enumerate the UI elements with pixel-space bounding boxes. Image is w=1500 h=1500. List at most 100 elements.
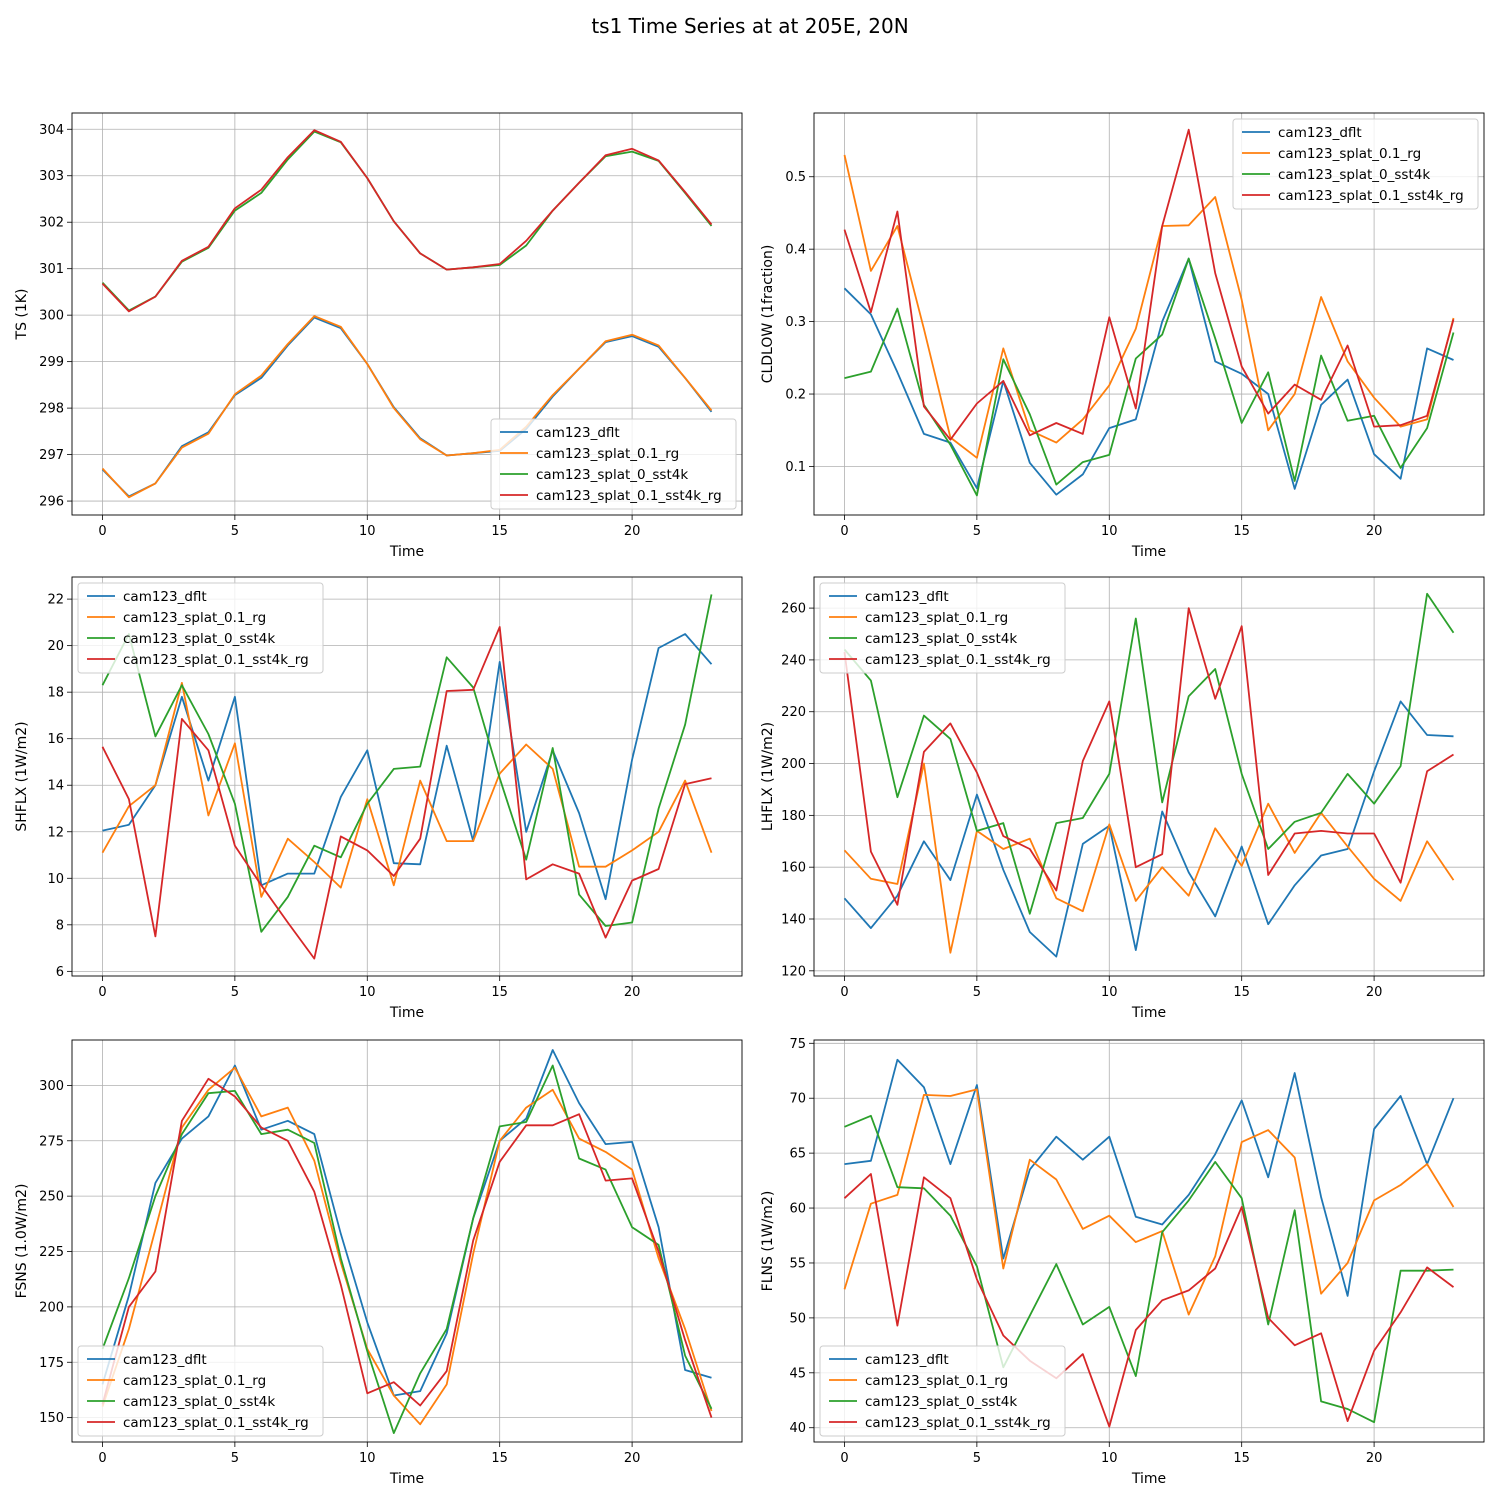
- y-tick-label: 55: [789, 1256, 806, 1271]
- subplot-5: 0 5 10 15 20 150 175 200 225 250 275 300 Time FSNS (1…: [14, 1039, 743, 1487]
- legend-label: cam123_splat_0_sst4k: [123, 1394, 275, 1410]
- x-tick-label: 0: [98, 985, 106, 1000]
- y-tick-label: 10: [47, 872, 64, 887]
- x-tick-label: 20: [1366, 985, 1383, 1000]
- x-tick-label: 5: [973, 985, 981, 1000]
- legend-box: [490, 418, 737, 510]
- legend-label: cam123_splat_0_sst4k: [536, 467, 688, 483]
- subplot-3: 0 5 10 15 20 6 8 10 12 14 16 18 20 22 Time SHFLX (1W/m2…: [14, 576, 743, 1021]
- y-tick-label: 220: [781, 705, 806, 720]
- x-tick-label: 0: [98, 524, 106, 539]
- legend-label: cam123_splat_0_sst4k: [123, 631, 275, 647]
- legend-box: [1232, 118, 1479, 210]
- legend-box: [77, 1345, 324, 1437]
- series-line-cam123_splat_0.1_sst4k_rg: [101, 129, 713, 313]
- y-tick-label: 0.4: [785, 243, 806, 258]
- y-tick-label: 45: [789, 1366, 806, 1381]
- x-tick-label: 15: [491, 1451, 508, 1466]
- x-axis-label: Time: [389, 544, 424, 560]
- x-tick-label: 5: [231, 985, 239, 1000]
- y-tick-label: 0.1: [785, 460, 806, 475]
- y-tick-label: 70: [789, 1092, 806, 1107]
- legend-label: cam123_dflt: [536, 425, 620, 441]
- y-tick-label: 40: [789, 1421, 806, 1436]
- x-tick-label: 5: [231, 1451, 239, 1466]
- x-tick-label: 10: [1101, 1451, 1118, 1466]
- y-axis-label: FSNS (1.0W/m2): [14, 1184, 30, 1299]
- y-tick-label: 50: [789, 1311, 806, 1326]
- series-line-cam123_splat_0.1_sst4k_rg: [843, 607, 1454, 906]
- y-tick-label: 140: [781, 913, 806, 928]
- x-tick-label: 15: [1233, 524, 1250, 539]
- legend-label: cam123_splat_0.1_sst4k_rg: [865, 1415, 1051, 1431]
- legend: cam123_dflt cam123_splat_0.1_rg cam123_spl…: [819, 1345, 1066, 1437]
- y-tick-label: 0.3: [785, 315, 806, 330]
- legend-label: cam123_splat_0_sst4k: [1278, 167, 1430, 183]
- x-tick-label: 5: [973, 524, 981, 539]
- y-tick-label: 300: [39, 1079, 64, 1094]
- y-tick-label: 120: [781, 964, 806, 979]
- legend-label: cam123_dflt: [123, 1352, 207, 1368]
- legend-label: cam123_splat_0.1_rg: [123, 1373, 266, 1389]
- y-tick-label: 8: [56, 918, 64, 933]
- legend-box: [819, 1345, 1066, 1437]
- legend-box: [77, 582, 324, 674]
- series-line-cam123_splat_0.1_rg: [843, 154, 1455, 459]
- y-tick-label: 302: [39, 216, 64, 231]
- x-axis-label: Time: [1131, 1471, 1166, 1487]
- y-axis-label: SHFLX (1W/m2): [14, 721, 30, 831]
- x-tick-label: 10: [359, 524, 376, 539]
- series-line-cam123_splat_0.1_rg: [101, 682, 713, 898]
- y-tick-label: 260: [781, 602, 806, 617]
- legend-label: cam123_dflt: [1278, 125, 1362, 141]
- legend: cam123_dflt cam123_splat_0.1_rg cam123_spl…: [490, 418, 737, 510]
- plot-frame: [813, 1039, 1485, 1443]
- legend: cam123_dflt cam123_splat_0.1_rg cam123_spl…: [77, 1345, 324, 1437]
- y-tick-label: 16: [47, 732, 64, 747]
- y-tick-label: 60: [789, 1202, 806, 1217]
- legend-label: cam123_splat_0_sst4k: [865, 1394, 1017, 1410]
- y-axis-label: LHFLX (1W/m2): [760, 722, 776, 831]
- x-tick-label: 15: [1233, 985, 1250, 1000]
- y-tick-label: 303: [39, 169, 64, 184]
- y-tick-label: 296: [39, 495, 64, 510]
- series-line-cam123_splat_0.1_sst4k_rg: [843, 128, 1455, 441]
- legend: cam123_dflt cam123_splat_0.1_rg cam123_spl…: [1232, 118, 1479, 210]
- series-line-cam123_splat_0_sst4k: [101, 1064, 713, 1434]
- y-tick-label: 12: [47, 825, 64, 840]
- legend-label: cam123_splat_0.1_rg: [123, 610, 266, 626]
- figure-title: ts1 Time Series at at 205E, 20N: [591, 14, 909, 38]
- y-tick-label: 240: [781, 653, 806, 668]
- y-tick-label: 200: [781, 757, 806, 772]
- legend-label: cam123_splat_0_sst4k: [865, 631, 1017, 647]
- plot-frame: [813, 576, 1485, 977]
- legend-label: cam123_splat_0.1_sst4k_rg: [123, 652, 309, 668]
- series-line-cam123_splat_0.1_rg: [843, 762, 1455, 954]
- plot-frame: [71, 112, 743, 516]
- legend-label: cam123_splat_0.1_rg: [865, 610, 1008, 626]
- y-tick-label: 150: [39, 1411, 64, 1426]
- x-tick-label: 20: [624, 524, 641, 539]
- legend-label: cam123_splat_0.1_sst4k_rg: [536, 488, 722, 504]
- y-axis-label: FLNS (1W/m2): [760, 1191, 776, 1292]
- x-tick-label: 20: [624, 1451, 641, 1466]
- subplot-2: 0 5 10 15 20 0.1 0.2 0.3 0.4 0.5 Time CLDLOW (1frac…: [760, 112, 1485, 560]
- subplot-4: 0 5 10 15 20 120 140 160 180 200 220 240 260 Time LHFL…: [760, 576, 1485, 1021]
- x-axis-label: Time: [389, 1471, 424, 1487]
- legend-label: cam123_splat_0.1_sst4k_rg: [1278, 188, 1464, 204]
- y-tick-label: 0.2: [785, 388, 806, 403]
- x-tick-label: 15: [1233, 1451, 1250, 1466]
- x-tick-label: 5: [973, 1451, 981, 1466]
- x-tick-label: 0: [98, 1451, 106, 1466]
- subplot-6: 0 5 10 15 20 40 45 50 55 60 65 70 75 Time FLNS (1W/m2)…: [760, 1037, 1485, 1487]
- x-tick-label: 5: [231, 524, 239, 539]
- plot-frame: [71, 576, 743, 977]
- x-tick-label: 10: [1101, 985, 1118, 1000]
- x-tick-label: 10: [359, 1451, 376, 1466]
- x-tick-label: 20: [1366, 524, 1383, 539]
- x-tick-label: 10: [1101, 524, 1118, 539]
- y-tick-label: 180: [781, 809, 806, 824]
- y-tick-label: 297: [39, 448, 64, 463]
- x-axis-label: Time: [1131, 544, 1166, 560]
